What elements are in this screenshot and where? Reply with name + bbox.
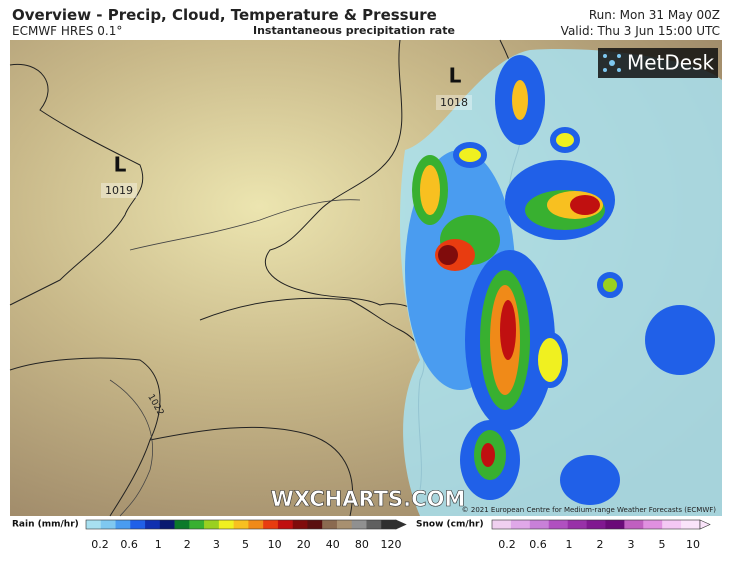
colorbar-swatch [662, 520, 682, 529]
colorbar-swatch [86, 520, 102, 529]
colorbar-label: 1 [155, 538, 162, 551]
watermark: WXCHARTS.COM [271, 487, 466, 511]
colorbar-label: 5 [659, 538, 666, 551]
valid: Valid: Thu 3 Jun 15:00 UTC [560, 24, 720, 38]
logo-box [598, 48, 718, 78]
low-symbol: L [114, 153, 127, 177]
colorbar-label: 5 [242, 538, 249, 551]
low-symbol: L [449, 64, 462, 88]
colorbar-label: 40 [326, 538, 340, 551]
pressure-value: 1019 [105, 184, 133, 197]
isobar [109, 379, 153, 517]
colorbar-label: 120 [381, 538, 402, 551]
colorbar-swatch [130, 520, 146, 529]
colorbar-swatch [233, 520, 249, 529]
colorbar-swatch [336, 520, 353, 529]
label-bg [101, 183, 137, 198]
pressure-value: 1018 [440, 96, 468, 109]
colorbar-label: 3 [213, 538, 220, 551]
colorbar-swatch [248, 520, 264, 529]
colorbar-swatch [263, 520, 279, 529]
colorbar-label: 80 [355, 538, 369, 551]
colorbar-swatch [100, 520, 116, 529]
colorbar-swatch [492, 520, 512, 529]
colorbar-swatch [586, 520, 606, 529]
colorbar-swatch [643, 520, 663, 529]
colorbar-swatch [366, 520, 382, 529]
model: ECMWF HRES 0.1° [12, 24, 123, 38]
colorbar-label: 2 [184, 538, 191, 551]
colorbar-label: 1 [566, 538, 573, 551]
run: Run: Mon 31 May 00Z [588, 8, 720, 22]
colorbar-label: 20 [297, 538, 311, 551]
product: Instantaneous precipitation rate [253, 24, 455, 37]
colorbar-swatch [189, 520, 205, 529]
colorbar-label: 2 [597, 538, 604, 551]
snow-legend-title: Snow (cm/hr) [416, 520, 484, 530]
colorbar-swatch [204, 520, 220, 529]
colorbar-swatch [174, 520, 190, 529]
precipitation [400, 49, 722, 517]
colorbar-swatch [145, 520, 161, 529]
isobar [129, 199, 361, 251]
colorbar-swatch [159, 520, 175, 529]
colorbar-swatch [277, 520, 293, 529]
logo: MetDesk [627, 51, 715, 75]
colorbar-swatch [322, 520, 338, 529]
rain-legend-title: Rain (mm/hr) [12, 520, 79, 530]
colorbar-arrow [699, 519, 711, 530]
colorbar-swatch [510, 520, 531, 529]
logo-icon [603, 54, 621, 72]
title: Overview - Precip, Cloud, Temperature & … [12, 6, 437, 24]
colorbar-swatch [307, 520, 323, 529]
colorbar-label: 0.2 [91, 538, 109, 551]
colorbar-label: 10 [686, 538, 700, 551]
colorbar-swatch [381, 520, 397, 529]
colorbar-swatch [681, 520, 701, 529]
colorbar-label: 0.6 [120, 538, 138, 551]
colorbar-label: 0.6 [529, 538, 547, 551]
colorbar-swatch [624, 520, 644, 529]
colorbar-swatch [218, 520, 234, 529]
credit: © 2021 European Centre for Medium-range … [462, 506, 717, 514]
colorbar-label: 0.2 [498, 538, 516, 551]
colorbar-swatch [351, 520, 367, 529]
colorbar-arrow [395, 519, 407, 530]
colorbar-label: 3 [628, 538, 635, 551]
colorbar-label: 10 [268, 538, 282, 551]
colorbar-swatch [115, 520, 131, 529]
colorbar-swatch [605, 520, 625, 529]
colorbar-swatch [529, 520, 550, 529]
label-bg [436, 95, 472, 110]
colorbar-swatch [292, 520, 308, 529]
colorbar-swatch [548, 520, 568, 529]
colorbar-swatch [567, 520, 587, 529]
